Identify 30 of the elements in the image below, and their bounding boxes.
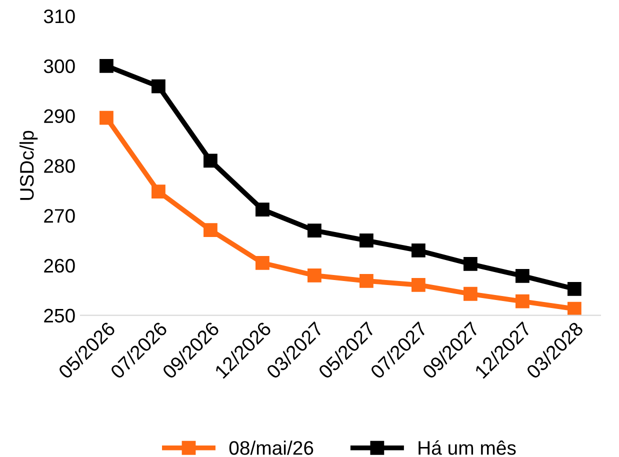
point (204, 154, 218, 168)
y-tick-label: 270 (44, 209, 75, 223)
point (515, 294, 530, 308)
point (567, 302, 582, 316)
point (567, 282, 582, 296)
y-tick-label: 310 (44, 9, 75, 24)
point (152, 184, 166, 199)
point (100, 58, 114, 73)
y-tick-label: 300 (44, 59, 75, 74)
y-axis-title: USDc/lp (19, 130, 38, 200)
point (256, 202, 270, 217)
y-tick-label: 250 (44, 308, 75, 323)
point (100, 110, 114, 125)
point (308, 224, 322, 238)
legend-label: Há um mês (418, 440, 516, 455)
point (515, 268, 530, 283)
point (256, 256, 270, 270)
point (412, 244, 426, 258)
point (360, 274, 374, 288)
y-tick-label: 290 (44, 109, 75, 124)
point (360, 234, 374, 248)
point (152, 79, 166, 94)
point (204, 223, 218, 237)
y-tick-label: 280 (44, 159, 75, 173)
y-tick-label: 260 (44, 258, 75, 273)
point (412, 278, 426, 292)
point (308, 268, 322, 282)
legend-label: 08/mai/26 (229, 440, 314, 455)
point (463, 286, 478, 301)
point (463, 257, 478, 271)
